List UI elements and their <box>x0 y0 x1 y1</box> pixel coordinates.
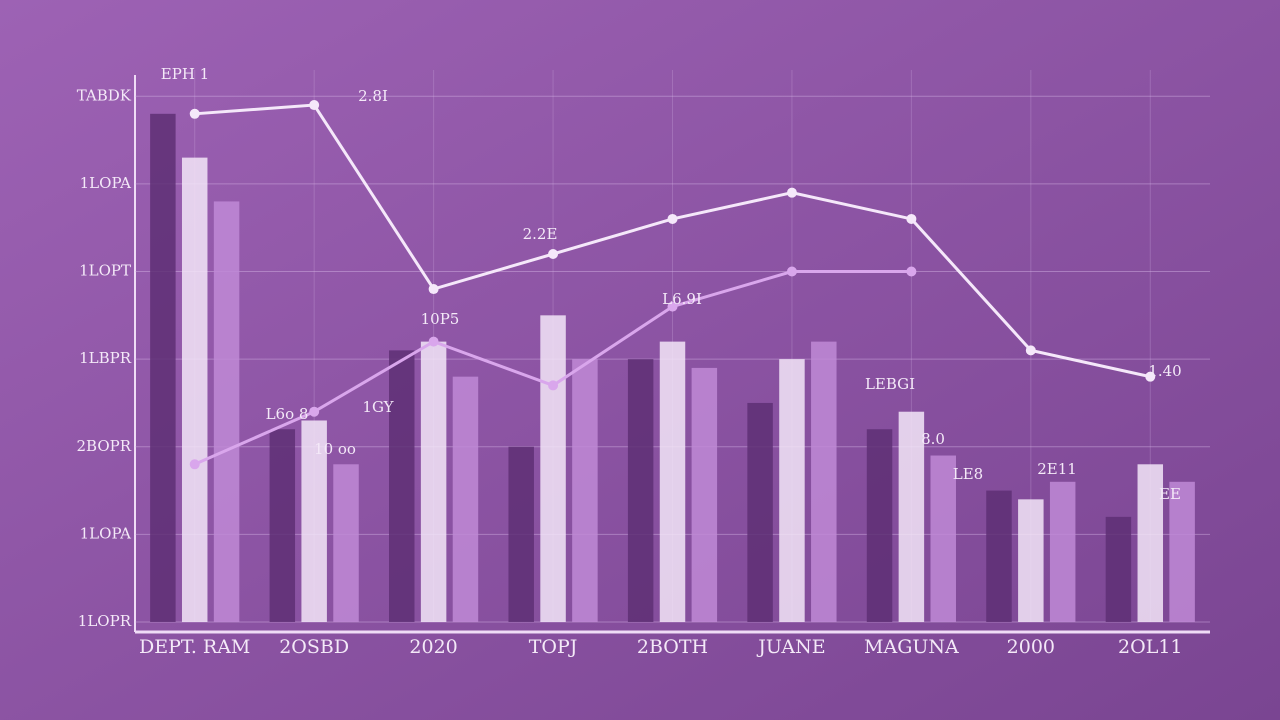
x-tick-label: MAGUNA <box>864 636 959 658</box>
point <box>189 459 200 470</box>
point <box>428 336 439 347</box>
annotation: LEBGI <box>865 375 915 393</box>
bar <box>659 341 686 622</box>
point <box>667 213 678 224</box>
bar <box>1018 499 1044 622</box>
x-tick-label: 2OL11 <box>1118 636 1182 658</box>
x-tick-label: 2000 <box>1007 636 1055 658</box>
y-tick-label: 1LOPT <box>79 262 131 280</box>
y-tick-label: TABDK <box>77 86 132 104</box>
x-tick-label: TOPJ <box>529 636 578 658</box>
annotation: L6o 8 <box>266 405 309 423</box>
bar <box>540 315 566 622</box>
point <box>548 380 559 391</box>
point <box>1145 371 1156 382</box>
point <box>548 249 559 259</box>
bar <box>986 490 1012 622</box>
point <box>667 301 678 312</box>
bar <box>213 201 240 622</box>
bar <box>572 359 598 622</box>
annotation: EPH 1 <box>161 65 209 83</box>
y-tick-label: 1LOPA <box>80 174 132 192</box>
bar <box>811 341 837 622</box>
point <box>309 100 320 111</box>
annotation: 8.0 <box>921 430 945 448</box>
x-tick-label: 2020 <box>409 636 457 658</box>
bar <box>181 157 208 622</box>
annotation: 10 oo <box>314 440 356 458</box>
annotation: LE8 <box>953 465 983 483</box>
y-tick-label: 2BOPR <box>76 437 131 455</box>
bar <box>691 367 718 622</box>
x-tick-label: DEPT. RAM <box>139 636 250 658</box>
bar <box>420 341 447 622</box>
bar <box>150 113 176 623</box>
y-tick-label: 1LOPA <box>80 524 132 542</box>
bar <box>1137 464 1164 622</box>
bar <box>930 455 956 622</box>
x-tick-label: 2OSBD <box>279 636 349 658</box>
point <box>786 266 797 277</box>
point <box>906 266 917 277</box>
annotation: EE <box>1159 485 1181 503</box>
bar <box>269 429 296 622</box>
y-tick-label: 1LOPR <box>78 612 132 630</box>
point <box>428 284 439 295</box>
bar <box>301 420 327 622</box>
annotation: 10P5 <box>421 310 460 328</box>
bar <box>508 446 534 622</box>
bar <box>627 359 654 622</box>
x-tick-label: 2BOTH <box>637 636 708 658</box>
annotation: 1.40 <box>1148 362 1181 380</box>
bar <box>1169 481 1195 622</box>
annotation: 2E11 <box>1037 460 1077 478</box>
bar <box>389 350 415 622</box>
bar <box>779 359 805 622</box>
annotation: 2.2E <box>523 225 558 243</box>
y-tick-label: 1LBPR <box>79 349 132 367</box>
bar <box>333 464 359 622</box>
bar <box>747 402 773 622</box>
point <box>1025 345 1036 356</box>
bar <box>1105 516 1132 622</box>
point <box>906 213 917 224</box>
bar <box>898 411 925 622</box>
annotation: 1GY <box>362 398 394 416</box>
annotation: 2.8I <box>358 87 388 105</box>
bar <box>866 429 893 622</box>
bar <box>1049 481 1076 622</box>
point <box>786 187 797 198</box>
annotation: L6.9I <box>662 290 702 308</box>
bar <box>452 376 479 622</box>
x-tick-label: JUANE <box>756 636 825 658</box>
point <box>189 108 200 119</box>
point <box>309 406 320 417</box>
